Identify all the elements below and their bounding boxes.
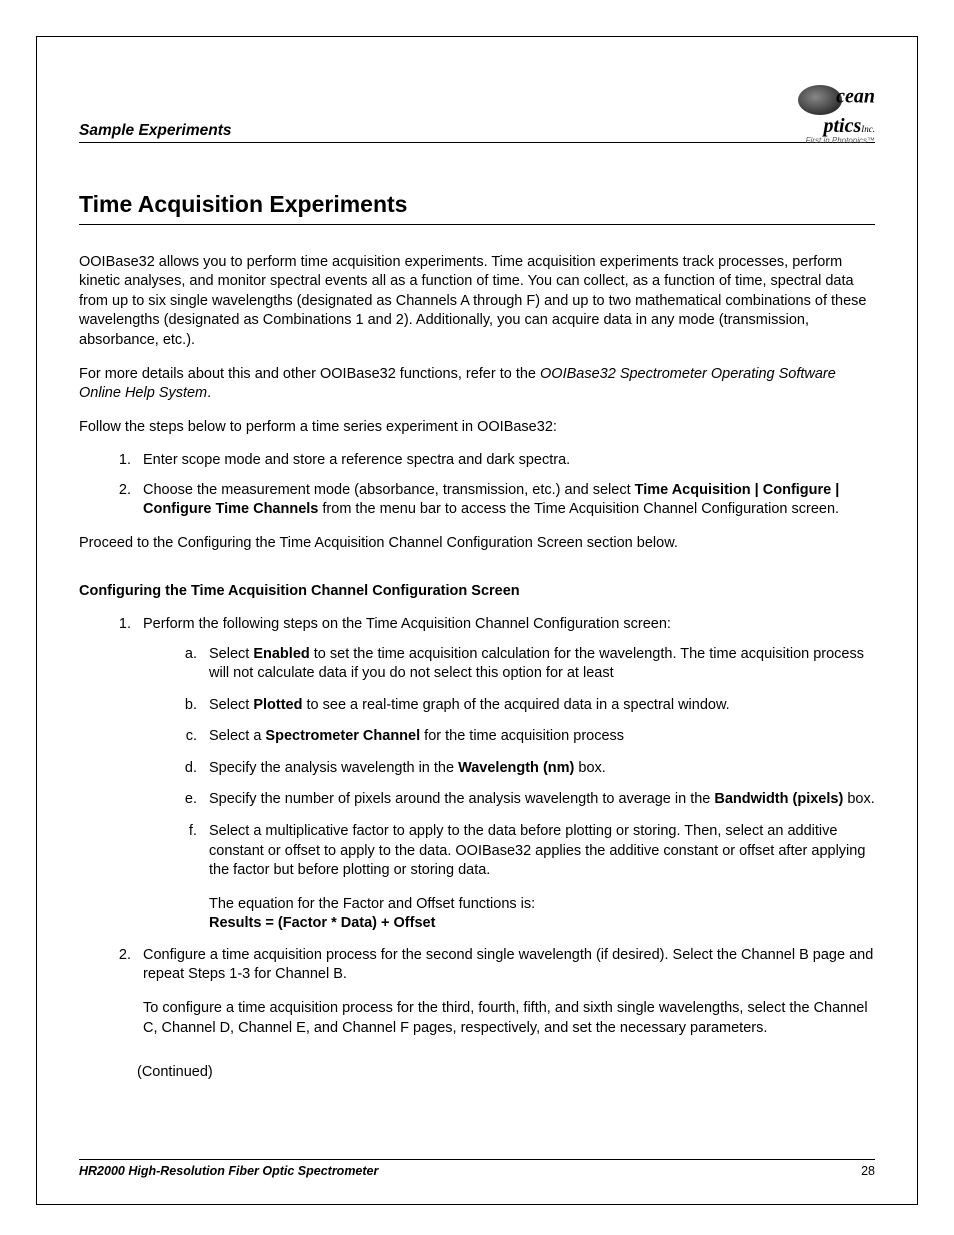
paragraph-intro: OOIBase32 allows you to perform time acq… <box>79 253 875 351</box>
text: Choose the measurement mode (absorbance,… <box>143 482 635 498</box>
text: from the menu bar to access the Time Acq… <box>318 501 839 517</box>
text: Specify the number of pixels around the … <box>209 791 714 807</box>
substep-b: Select Plotted to see a real-time graph … <box>201 696 875 716</box>
text: Perform the following steps on the Time … <box>143 616 671 632</box>
substep-e: Specify the number of pixels around the … <box>201 790 875 810</box>
step-1: Enter scope mode and store a reference s… <box>135 451 875 471</box>
logo-tagline: First in Photonics™ <box>798 137 875 146</box>
text: box. <box>843 791 874 807</box>
body: OOIBase32 allows you to perform time acq… <box>79 253 875 1080</box>
substep-f: Select a multiplicative factor to apply … <box>201 822 875 934</box>
continued-marker: (Continued) <box>137 1064 875 1080</box>
page-footer: HR2000 High-Resolution Fiber Optic Spect… <box>79 1159 875 1178</box>
config-step-1: Perform the following steps on the Time … <box>135 615 875 934</box>
term-spec-channel: Spectrometer Channel <box>265 728 420 744</box>
text: Select <box>209 646 253 662</box>
equation-block: The equation for the Factor and Offset f… <box>209 895 875 934</box>
substep-a: Select Enabled to set the time acquisiti… <box>201 645 875 684</box>
equation: Results = (Factor * Data) + Offset <box>209 914 875 934</box>
page-title: Time Acquisition Experiments <box>79 191 875 225</box>
logo-inc: Inc. <box>861 124 875 134</box>
text: Specify the analysis wavelength in the <box>209 760 458 776</box>
substeps: Select Enabled to set the time acquisiti… <box>201 645 875 934</box>
equation-label: The equation for the Factor and Offset f… <box>209 895 875 915</box>
logo-text-2: ptics <box>823 115 861 137</box>
paragraph-proceed: Proceed to the Configuring the Time Acqu… <box>79 534 875 554</box>
text: For more details about this and other OO… <box>79 366 540 382</box>
paragraph-follow: Follow the steps below to perform a time… <box>79 418 875 438</box>
term-plotted: Plotted <box>253 697 302 713</box>
logo-row-2: pticsInc. <box>798 115 875 137</box>
config-step-2: Configure a time acquisition process for… <box>135 946 875 1038</box>
term-bandwidth: Bandwidth (pixels) <box>714 791 843 807</box>
paragraph-ref: For more details about this and other OO… <box>79 365 875 404</box>
text: Select <box>209 697 253 713</box>
config-list: Perform the following steps on the Time … <box>135 615 875 1038</box>
text: To configure a time acquisition process … <box>143 999 875 1038</box>
page-number: 28 <box>861 1164 875 1178</box>
footer-title: HR2000 High-Resolution Fiber Optic Spect… <box>79 1164 378 1178</box>
substep-c: Select a Spectrometer Channel for the ti… <box>201 727 875 747</box>
text: for the time acquisition process <box>420 728 624 744</box>
text: . <box>207 385 211 401</box>
text: to see a real-time graph of the acquired… <box>302 697 729 713</box>
section-label: Sample Experiments <box>79 122 231 140</box>
term-wavelength: Wavelength (nm) <box>458 760 574 776</box>
text: Select a <box>209 728 265 744</box>
step-2: Choose the measurement mode (absorbance,… <box>135 481 875 520</box>
text: Select a multiplicative factor to apply … <box>209 823 865 878</box>
logo-text-1: cean <box>836 86 875 108</box>
substep-d: Specify the analysis wavelength in the W… <box>201 759 875 779</box>
page: Sample Experiments cean pticsInc. First … <box>0 0 954 1235</box>
page-header: Sample Experiments cean pticsInc. First … <box>79 79 875 143</box>
steps-list: Enter scope mode and store a reference s… <box>135 451 875 520</box>
text: Configure a time acquisition process for… <box>143 947 873 983</box>
subheading: Configuring the Time Acquisition Channel… <box>79 582 875 602</box>
logo-row: cean <box>798 85 875 115</box>
logo: cean pticsInc. First in Photonics™ <box>798 85 875 146</box>
term-enabled: Enabled <box>253 646 309 662</box>
text: box. <box>574 760 605 776</box>
page-frame: Sample Experiments cean pticsInc. First … <box>36 36 918 1205</box>
